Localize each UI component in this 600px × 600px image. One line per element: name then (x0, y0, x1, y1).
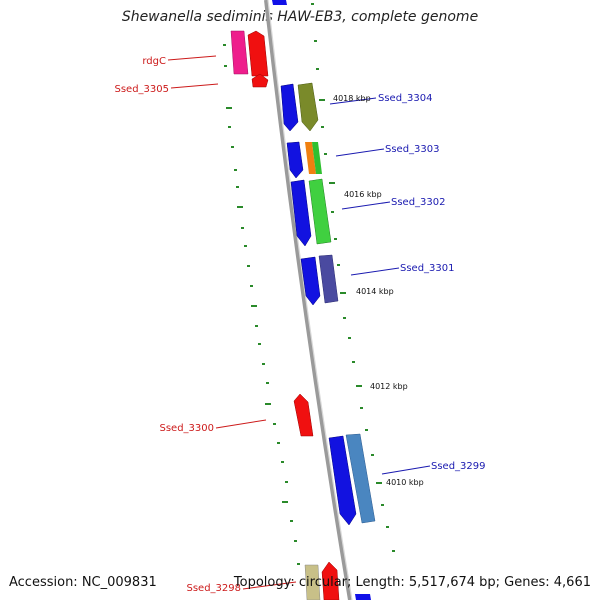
label-ssed-3302[interactable]: Ssed_3302 (391, 197, 446, 208)
label-ssed-3300[interactable]: Ssed_3300 (159, 423, 214, 434)
label-ssed-3305[interactable]: Ssed_3305 (114, 84, 169, 95)
kbp-marker: 4014 kbp (356, 287, 394, 296)
forward-genes (272, 0, 376, 600)
accession-text: Accession: NC_009831 (9, 575, 157, 590)
gene-ssed-3303[interactable] (312, 142, 322, 174)
gene-ssed-3302[interactable] (308, 178, 332, 245)
gene-ssed-3301-blue[interactable] (300, 256, 321, 306)
kbp-marker: 4012 kbp (370, 382, 408, 391)
reverse-genes (230, 30, 340, 600)
outer-tick-track (311, 3, 395, 552)
label-ssed-3299[interactable]: Ssed_3299 (431, 461, 486, 472)
leader-lines (167, 55, 431, 590)
gene-rdgC[interactable] (230, 30, 249, 75)
label-ssed-3298[interactable]: Ssed_3298 (186, 583, 241, 594)
gene-ssed-3299-blue[interactable] (328, 435, 357, 526)
label-rdgC[interactable]: rdgC (142, 56, 166, 67)
gene-ssed-3305[interactable] (251, 73, 269, 88)
genome-summary-text: Topology: circular; Length: 5,517,674 bp… (233, 575, 591, 590)
gene-bottom-blue[interactable] (355, 594, 371, 600)
gene-ssed-3304-blue[interactable] (280, 83, 299, 132)
gene-ssed-3298-b (304, 564, 321, 600)
label-ssed-3304[interactable]: Ssed_3304 (378, 93, 433, 104)
gene-ssed-3304[interactable] (297, 82, 319, 132)
gene-ssed-3299[interactable] (345, 433, 376, 524)
kbp-marker: 4018 kbp (333, 94, 371, 103)
gene-ssed-3303-blue[interactable] (286, 141, 304, 179)
gene-top-blue[interactable] (272, 0, 287, 5)
label-ssed-3301[interactable]: Ssed_3301 (400, 263, 455, 274)
label-ssed-3303[interactable]: Ssed_3303 (385, 144, 440, 155)
kbp-marker: 4016 kbp (344, 190, 382, 199)
gene-ssed-3303-orange[interactable] (305, 142, 316, 174)
gene-ssed-3298[interactable] (321, 561, 340, 600)
gene-ssed-3301[interactable] (318, 254, 339, 304)
gene-ssed-3300[interactable] (293, 393, 314, 437)
inner-tick-track (223, 44, 300, 565)
genome-backbone (264, 0, 352, 600)
gene-ssed-3305-top[interactable] (247, 30, 269, 77)
kbp-marker: 4010 kbp (386, 478, 424, 487)
genome-title: Shewanella sediminis HAW-EB3, complete g… (121, 9, 479, 25)
gene-ssed-3302-blue[interactable] (290, 179, 312, 247)
